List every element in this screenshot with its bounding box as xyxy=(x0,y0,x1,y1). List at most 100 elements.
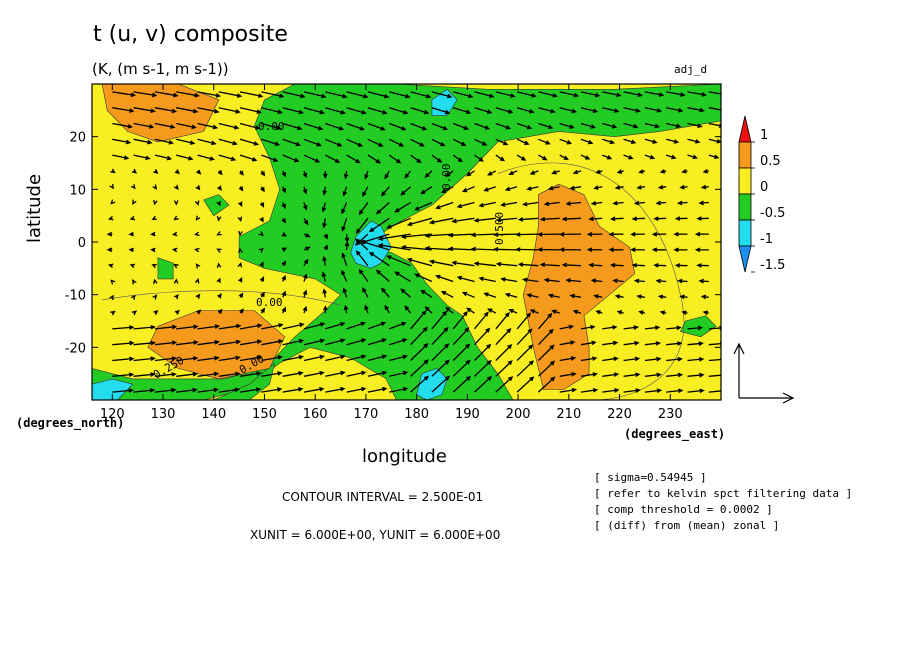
wind-arrow xyxy=(389,338,408,346)
x-tick-label: 120 xyxy=(100,407,125,422)
wind-arrow xyxy=(132,199,137,206)
wind-arrow xyxy=(261,91,285,99)
wind-arrow xyxy=(602,122,618,129)
wind-arrow xyxy=(602,388,620,393)
wind-arrow xyxy=(586,232,603,237)
wind-arrow xyxy=(176,91,200,98)
wind-arrow xyxy=(400,288,412,298)
wind-arrow xyxy=(698,200,709,206)
wind-arrow xyxy=(325,107,346,115)
reference-vector-v xyxy=(733,342,745,398)
wind-arrow xyxy=(487,170,497,176)
x-unit-note: (degrees_east) xyxy=(624,427,726,441)
wind-arrow xyxy=(194,247,200,253)
x-tick-label: 140 xyxy=(201,407,226,422)
wind-arrow xyxy=(516,328,533,346)
wind-arrow xyxy=(302,305,308,314)
wind-arrow xyxy=(410,154,422,164)
wind-arrow xyxy=(452,375,471,393)
wind-arrow xyxy=(400,233,432,240)
wind-arrow xyxy=(151,215,157,221)
colorbar-label: 0.5 xyxy=(760,154,781,169)
wind-arrow xyxy=(110,279,116,285)
contour-label: 0.500 xyxy=(493,212,506,245)
wind-arrow xyxy=(303,273,308,282)
wind-arrow xyxy=(608,231,624,237)
wind-arrow xyxy=(325,338,346,346)
axis-ticks: 120 130 140 150 160 170 180 190 200 210 220 230 20 10… xyxy=(65,84,721,422)
wind-arrow xyxy=(112,91,137,98)
wind-arrow xyxy=(367,354,388,362)
wind-arrow xyxy=(440,291,454,298)
wind-arrow xyxy=(508,170,518,175)
wind-arrow xyxy=(375,202,390,215)
wind-arrow xyxy=(630,247,645,253)
wind-arrow xyxy=(368,251,390,267)
wind-arrow xyxy=(547,185,560,191)
wind-arrow xyxy=(651,231,667,237)
note-line: [ (diff) from (mean) zonal ] xyxy=(594,519,780,532)
wind-arrow xyxy=(431,154,443,163)
wind-arrow xyxy=(614,294,624,299)
wind-arrow xyxy=(543,277,560,283)
wind-arrow xyxy=(612,200,624,206)
wind-arrow xyxy=(636,294,646,299)
wind-arrow xyxy=(176,107,199,114)
wind-arrow xyxy=(435,201,454,210)
wind-arrow xyxy=(590,201,603,206)
wind-arrow xyxy=(696,263,709,268)
wind-arrow xyxy=(112,138,132,145)
wind-arrow xyxy=(700,294,709,300)
wind-arrow xyxy=(410,91,432,99)
wind-arrow xyxy=(302,289,308,298)
wind-arrow xyxy=(644,138,658,144)
wind-arrow xyxy=(282,122,303,131)
wind-arrow xyxy=(623,91,643,98)
wind-arrow xyxy=(239,122,261,130)
colorbar-end-bottom xyxy=(738,245,752,273)
wind-arrow xyxy=(404,170,412,179)
wind-arrow xyxy=(580,356,598,362)
y-tick-label: 0 xyxy=(78,236,86,251)
wind-arrow xyxy=(414,201,433,211)
wind-arrow xyxy=(538,91,558,98)
wind-arrow xyxy=(495,261,518,267)
wind-arrow xyxy=(636,185,646,190)
wind-arrow xyxy=(389,91,411,99)
wind-arrow xyxy=(237,262,243,268)
wind-arrow xyxy=(431,138,446,147)
wind-arrow xyxy=(154,122,176,129)
wind-arrow xyxy=(593,185,603,190)
wind-arrow xyxy=(218,154,237,162)
wind-arrow xyxy=(644,154,656,160)
wind-arrow xyxy=(238,186,244,192)
wind-arrow xyxy=(602,154,613,160)
wind-arrow xyxy=(473,311,489,330)
wind-arrow xyxy=(687,154,699,160)
wind-arrow xyxy=(110,310,116,316)
wind-arrow xyxy=(452,122,470,130)
wind-arrow xyxy=(543,201,560,207)
wind-arrow xyxy=(389,321,407,330)
wind-arrow xyxy=(261,355,284,362)
wind-arrow xyxy=(515,247,539,252)
wind-arrow xyxy=(495,138,509,146)
wind-arrow xyxy=(112,388,134,393)
wind-arrow xyxy=(153,278,158,285)
wind-arrow xyxy=(112,107,135,113)
colorbar-segment xyxy=(738,167,752,195)
wind-arrow xyxy=(410,359,429,377)
wind-arrow xyxy=(358,202,369,216)
wind-arrow xyxy=(389,122,407,131)
wind-arrow xyxy=(173,263,179,269)
wind-arrow xyxy=(239,323,263,330)
x-tick-label: 210 xyxy=(556,407,581,422)
wind-arrow xyxy=(623,372,641,378)
wind-arrow xyxy=(644,325,661,331)
wind-arrow xyxy=(110,199,116,205)
wind-arrow xyxy=(133,138,153,145)
colorbar-label: 1 xyxy=(760,128,768,143)
wind-arrow xyxy=(537,247,560,252)
wind-arrow xyxy=(173,294,179,300)
